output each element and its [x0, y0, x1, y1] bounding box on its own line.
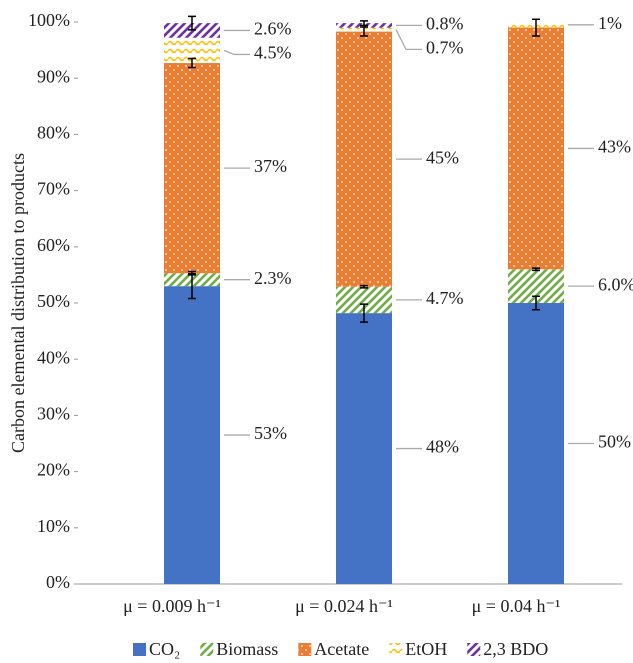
error-bar	[188, 57, 196, 69]
y-tick-label: 80%	[37, 123, 70, 143]
data-label: 45%	[426, 147, 459, 167]
data-label: 2.6%	[254, 19, 292, 39]
data-label: 2.3%	[254, 268, 292, 288]
error-bar	[532, 18, 540, 37]
data-label: 37%	[254, 156, 287, 176]
error-bar	[360, 20, 368, 27]
bar-segment	[508, 303, 564, 584]
bar-segment	[164, 63, 220, 274]
error-bar	[532, 267, 540, 272]
legend-swatch	[200, 643, 214, 656]
bar-segment	[336, 313, 392, 584]
x-tick-label: μ = 0.04 h⁻¹	[472, 596, 561, 616]
data-label: 4.5%	[254, 43, 292, 63]
y-tick-label: 100%	[28, 10, 70, 30]
data-label: 50%	[598, 432, 631, 452]
legend-swatch	[298, 643, 312, 656]
legend-label: 2,3 BDO	[483, 639, 548, 659]
leader-line	[395, 29, 422, 51]
error-bar	[360, 284, 368, 289]
y-tick-label: 10%	[37, 516, 70, 536]
bar-segment	[164, 286, 220, 584]
legend-label: Acetate	[314, 639, 369, 659]
x-tick-label: μ = 0.024 h⁻¹	[295, 596, 393, 616]
y-tick-label: 60%	[37, 235, 70, 255]
data-label: 0.8%	[426, 13, 464, 33]
error-bar	[532, 295, 540, 311]
leader-line	[223, 49, 250, 56]
data-label: 1%	[598, 13, 622, 33]
y-tick-label: 50%	[37, 291, 70, 311]
data-label: 6.0%	[598, 274, 633, 294]
data-label: 4.7%	[426, 288, 464, 308]
error-bar	[360, 303, 368, 323]
y-tick-label: 20%	[37, 460, 70, 480]
data-label: 0.7%	[426, 37, 464, 57]
legend-swatch	[389, 643, 403, 656]
y-tick-label: 90%	[37, 66, 70, 86]
data-label: 43%	[598, 137, 631, 157]
y-tick-label: 70%	[37, 179, 70, 199]
bar-segment	[508, 27, 564, 270]
legend-label: CO₂	[149, 639, 180, 659]
bar-segment	[336, 31, 392, 287]
y-tick-label: 30%	[37, 404, 70, 424]
error-bar	[188, 270, 196, 276]
legend-swatch	[467, 643, 481, 656]
y-axis-label: Carbon elemental distribution to product…	[8, 153, 28, 453]
x-tick-label: μ = 0.009 h⁻¹	[123, 596, 221, 616]
error-bar	[360, 26, 368, 37]
data-label: 53%	[254, 423, 287, 443]
y-tick-label: 40%	[37, 347, 70, 367]
error-bar	[188, 15, 196, 31]
legend-label: EtOH	[405, 639, 447, 659]
legend-label: Biomass	[216, 639, 278, 659]
data-label: 48%	[426, 437, 459, 457]
y-tick-label: 0%	[46, 572, 70, 592]
legend-swatch	[133, 643, 146, 656]
